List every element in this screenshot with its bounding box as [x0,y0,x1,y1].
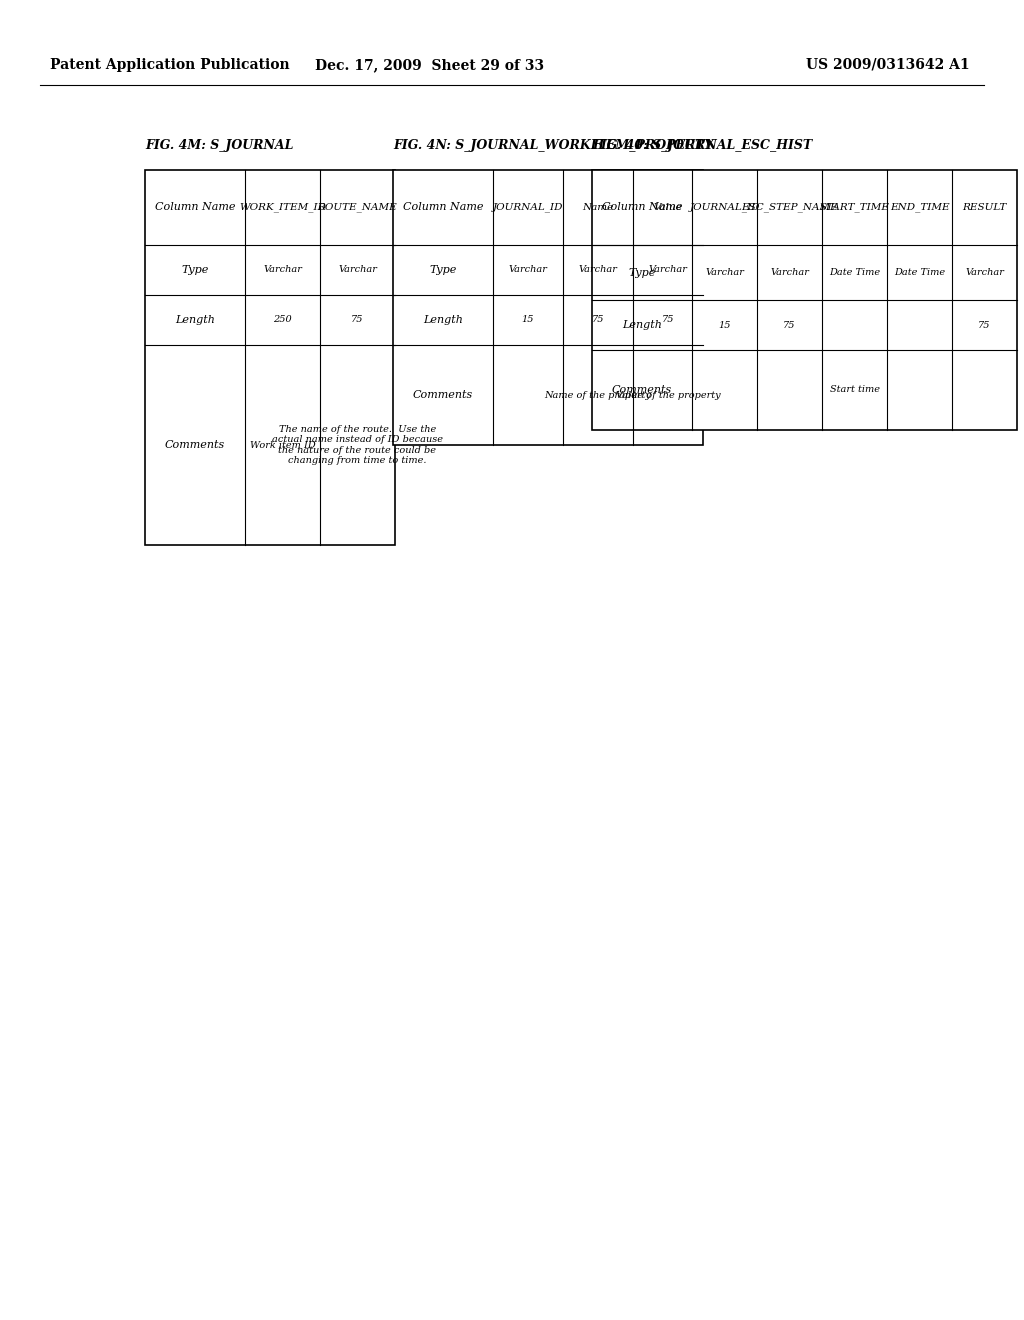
Text: Type: Type [629,268,655,277]
Bar [393,170,703,445]
Text: START_TIME: START_TIME [819,203,890,213]
Text: 15: 15 [718,321,731,330]
Text: Type: Type [181,265,209,275]
Text: 75: 75 [783,321,796,330]
Text: Varchar: Varchar [965,268,1004,277]
Bar [145,170,395,545]
Text: Varchar: Varchar [338,265,377,275]
Text: Varchar: Varchar [579,265,617,275]
Text: 75: 75 [662,315,674,325]
Text: Column Name: Column Name [155,202,236,213]
Text: RESULT: RESULT [963,203,1007,213]
Text: Value: Value [653,203,682,213]
Text: Varchar: Varchar [263,265,302,275]
Text: Varchar: Varchar [648,265,687,275]
Text: Varchar: Varchar [509,265,548,275]
Text: Patent Application Publication: Patent Application Publication [50,58,290,73]
Text: ESC_STEP_NAME: ESC_STEP_NAME [741,203,838,213]
Text: Column Name: Column Name [602,202,682,213]
Text: Name: Name [583,203,613,213]
Text: The name of the route.  Use the
actual name instead of ID because
the nature of : The name of the route. Use the actual na… [272,425,443,465]
Text: 75: 75 [592,315,604,325]
Text: JOURNAL_ID: JOURNAL_ID [493,203,563,213]
Text: Type: Type [429,265,457,275]
Text: Date Time: Date Time [894,268,945,277]
Text: Comments: Comments [612,385,672,395]
Text: Length: Length [423,315,463,325]
Text: Dec. 17, 2009  Sheet 29 of 33: Dec. 17, 2009 Sheet 29 of 33 [315,58,545,73]
Text: WORK_ITEM_ID: WORK_ITEM_ID [239,203,326,213]
Text: 250: 250 [273,315,292,325]
Text: 75: 75 [351,315,364,325]
Text: Start time: Start time [829,385,880,395]
Text: Comments: Comments [413,389,473,400]
Text: Comments: Comments [165,440,225,450]
Text: FIG. 4M: S_JOURNAL: FIG. 4M: S_JOURNAL [145,139,293,152]
Text: Length: Length [175,315,215,325]
Text: FIG. 4N: S_JOURNAL_WORKITEM_PROPERTY: FIG. 4N: S_JOURNAL_WORKITEM_PROPERTY [393,139,714,152]
Text: ROUTE_NAME: ROUTE_NAME [317,203,397,213]
Bar [592,170,1017,430]
Text: Date Time: Date Time [829,268,880,277]
Text: 15: 15 [522,315,535,325]
Text: Varchar: Varchar [706,268,744,277]
Text: Work item ID: Work item ID [250,441,315,450]
Text: 75: 75 [978,321,991,330]
Text: Value of the property: Value of the property [615,391,720,400]
Text: Column Name: Column Name [402,202,483,213]
Text: Varchar: Varchar [770,268,809,277]
Text: Name of the property: Name of the property [545,391,651,400]
Text: JOURNAL_ID: JOURNAL_ID [689,203,760,213]
Text: Length: Length [622,319,662,330]
Text: END_TIME: END_TIME [890,203,949,213]
Text: US 2009/0313642 A1: US 2009/0313642 A1 [806,58,970,73]
Text: FIG. 40: S_JOURNAL_ESC_HIST: FIG. 40: S_JOURNAL_ESC_HIST [592,139,812,152]
